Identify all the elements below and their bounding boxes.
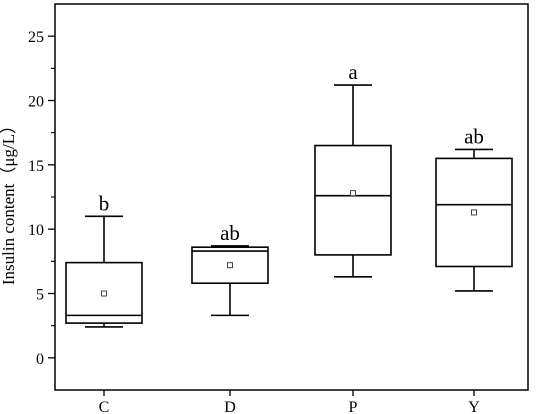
mean-marker <box>471 209 477 216</box>
box-Y: ab <box>435 124 513 292</box>
plot-frame <box>54 3 529 391</box>
significance-letter: ab <box>464 124 484 148</box>
y-tick-label: 0 <box>36 351 44 368</box>
x-tick-label: C <box>99 399 110 414</box>
box-P: a <box>314 60 392 278</box>
box-D: ab <box>191 221 269 317</box>
y-tick-label: 15 <box>28 158 44 175</box>
axes: 0 5 10 15 20 25 C D P Y <box>28 3 529 414</box>
significance-letter: a <box>348 60 358 84</box>
y-tick-label: 20 <box>28 94 44 111</box>
box-iqr <box>191 246 269 285</box>
y-tick-label: 5 <box>36 287 44 304</box>
y-tick-label: 10 <box>28 222 44 239</box>
y-tick-label: 25 <box>28 29 44 46</box>
x-tick-label: P <box>349 399 358 414</box>
box-iqr <box>435 157 513 268</box>
x-tick-label: Y <box>468 399 480 414</box>
mean-marker <box>101 290 107 297</box>
box-series: b ab a ab <box>65 60 513 328</box>
box-iqr <box>314 144 392 256</box>
box-iqr <box>65 261 143 324</box>
y-axis-label: Insulin content（μg/L） <box>0 117 18 285</box>
mean-marker <box>350 190 356 197</box>
mean-marker <box>227 262 233 269</box>
significance-letter: ab <box>220 221 240 245</box>
x-tick-label: D <box>224 399 236 414</box>
box-C: b <box>65 191 143 328</box>
significance-letter: b <box>99 191 110 215</box>
